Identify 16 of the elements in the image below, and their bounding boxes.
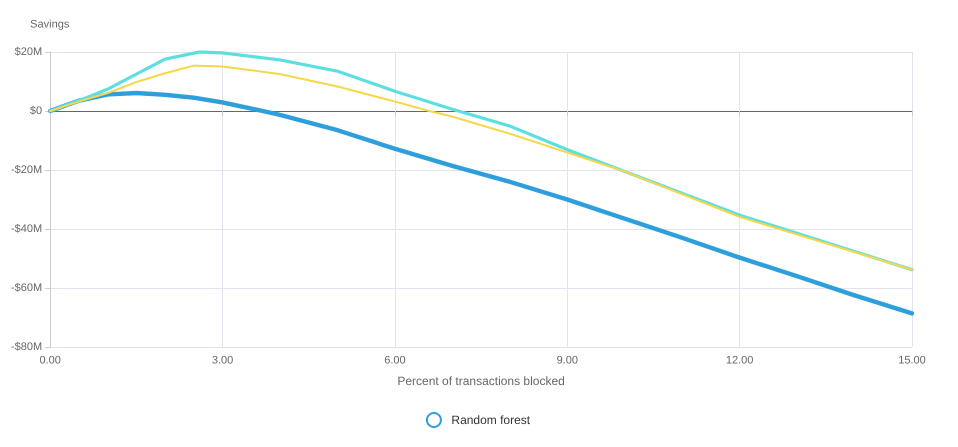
x-tick-label: 6.00 bbox=[384, 354, 406, 366]
y-tick-label: -$80M bbox=[10, 341, 42, 353]
y-axis-title: Savings bbox=[30, 18, 70, 30]
y-tick-label: -$20M bbox=[10, 164, 42, 176]
x-tick-label: 9.00 bbox=[556, 354, 578, 366]
x-tick-label: 12.00 bbox=[726, 354, 754, 366]
line-series bbox=[48, 90, 914, 316]
y-tick-label: -$60M bbox=[10, 282, 42, 294]
x-axis-title: Percent of transactions blocked bbox=[397, 374, 565, 388]
y-tick-label: -$40M bbox=[10, 223, 42, 235]
x-tick-label: 3.00 bbox=[212, 354, 234, 366]
legend-label: Random forest bbox=[451, 413, 531, 427]
x-tick-label: 15.00 bbox=[898, 354, 926, 366]
x-tick-label: 0.00 bbox=[39, 354, 61, 366]
y-tick-label: $20M bbox=[14, 46, 42, 58]
y-tick-label: $0 bbox=[30, 105, 42, 117]
